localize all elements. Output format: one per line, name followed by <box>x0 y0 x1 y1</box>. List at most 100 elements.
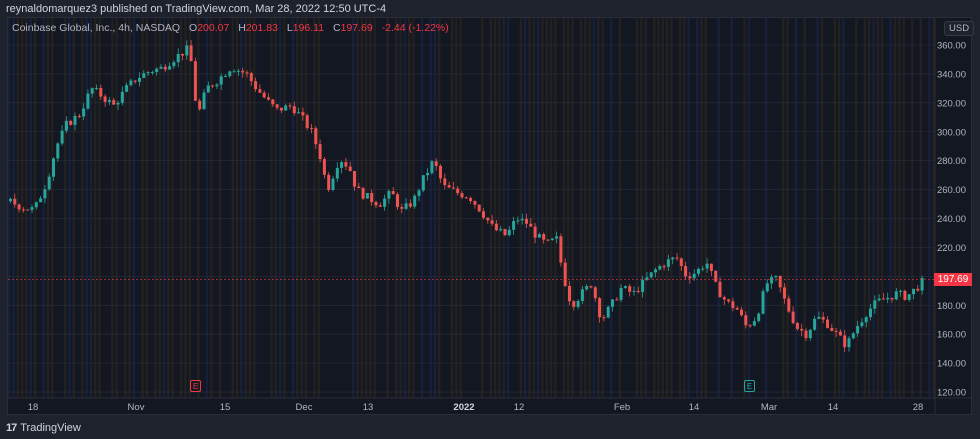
candle <box>529 223 533 227</box>
candle <box>679 258 683 267</box>
time-tick: 15 <box>220 402 231 413</box>
candle <box>314 128 318 145</box>
candle <box>869 308 872 318</box>
earnings-icon[interactable]: E <box>744 380 755 392</box>
candle <box>791 311 795 324</box>
candle <box>645 277 649 280</box>
candle <box>30 207 34 210</box>
candle <box>370 193 374 203</box>
candle <box>34 202 38 208</box>
candle <box>133 80 137 82</box>
candle <box>851 333 855 339</box>
candle <box>193 61 197 101</box>
candle <box>365 193 369 199</box>
candle <box>886 297 890 300</box>
candle <box>241 70 245 73</box>
candle <box>103 96 107 102</box>
candle <box>39 198 43 203</box>
last-price-tag: 197.69 <box>934 273 972 287</box>
candle <box>198 100 202 110</box>
candle <box>245 72 249 74</box>
time-tick: Mar <box>761 402 777 413</box>
candle <box>159 66 163 69</box>
candle <box>305 115 309 128</box>
candle <box>249 73 253 82</box>
close-value: 197.69 <box>340 22 373 34</box>
candle <box>232 71 236 73</box>
candle <box>765 283 769 292</box>
candle <box>112 100 116 105</box>
candle <box>537 234 541 238</box>
time-tick: 12 <box>514 402 525 413</box>
candle <box>490 220 494 224</box>
candle <box>125 85 129 92</box>
candle <box>731 301 735 308</box>
candle <box>163 66 167 70</box>
candle <box>327 174 331 190</box>
candle <box>555 236 559 239</box>
candle <box>378 205 382 207</box>
candle <box>572 301 576 307</box>
candle <box>107 100 111 102</box>
candle <box>301 112 305 116</box>
candle <box>774 275 778 278</box>
earnings-icon[interactable]: E <box>190 380 201 392</box>
candle <box>636 290 640 292</box>
candle <box>688 276 692 279</box>
candle <box>783 287 786 299</box>
candle <box>920 278 924 291</box>
price-tick: 140.00 <box>937 359 966 370</box>
candle <box>168 66 172 70</box>
time-tick: 28 <box>913 402 924 413</box>
candle <box>464 197 468 199</box>
candle <box>602 317 606 319</box>
candle <box>847 338 851 348</box>
candle <box>60 130 64 144</box>
candle <box>430 161 434 173</box>
candle <box>641 279 645 292</box>
candle <box>877 298 881 301</box>
candle <box>236 70 240 72</box>
candle <box>267 97 270 100</box>
currency-button[interactable]: USD <box>944 21 975 36</box>
candle <box>619 287 623 300</box>
candle <box>568 286 571 302</box>
candle <box>735 307 739 310</box>
candle <box>9 198 12 202</box>
candle <box>697 268 700 274</box>
candle <box>189 45 193 62</box>
candle <box>761 291 765 314</box>
candle <box>503 229 507 236</box>
time-tick: Nov <box>128 402 145 413</box>
candle <box>770 277 774 284</box>
candle <box>138 77 141 82</box>
candle <box>477 204 481 212</box>
candle <box>262 92 266 98</box>
time-tick: 14 <box>828 402 839 413</box>
candle <box>73 115 77 125</box>
price-tick: 120.00 <box>937 388 966 399</box>
candle <box>400 206 404 209</box>
candle <box>434 161 438 166</box>
candle <box>176 53 180 63</box>
candle <box>692 273 696 279</box>
candle <box>284 105 288 111</box>
candle <box>439 165 442 179</box>
candle <box>271 99 275 105</box>
candle <box>507 229 511 236</box>
candle <box>671 257 675 260</box>
time-tick: Feb <box>614 402 630 413</box>
candle <box>335 167 339 179</box>
candle <box>546 239 550 241</box>
candle <box>778 275 782 288</box>
price-tick: 340.00 <box>937 69 966 80</box>
candle <box>90 88 94 94</box>
candle <box>443 178 447 186</box>
candle <box>292 106 296 114</box>
brand-name[interactable]: TradingView <box>20 422 81 434</box>
candle <box>447 185 451 188</box>
price-tick: 320.00 <box>937 98 966 109</box>
candle <box>421 175 425 191</box>
candle <box>757 313 761 322</box>
